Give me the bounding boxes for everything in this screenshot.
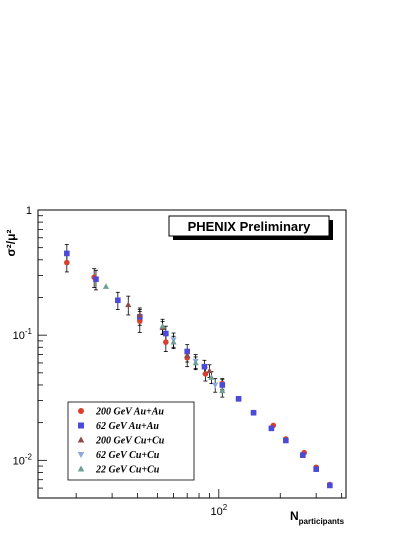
data-point-series-2 — [184, 352, 191, 358]
data-point-series-4 — [159, 322, 166, 329]
x-axis-title-main: N — [290, 509, 299, 523]
data-point-series-1 — [313, 466, 319, 472]
data-point-series-2 — [125, 301, 132, 308]
data-point-series-4 — [219, 387, 226, 394]
data-point-series-3 — [212, 382, 219, 389]
legend-marker-1 — [78, 422, 84, 429]
banner-text: PHENIX Preliminary — [188, 219, 312, 234]
legend: 200 GeV Au+Au 62 GeV Au+Au 200 GeV Cu+Cu 62… — [67, 401, 195, 481]
data-point-series-1 — [219, 382, 226, 388]
legend-label: 62 GeV Au+Au — [96, 421, 159, 432]
data-point-series-1 — [300, 452, 306, 458]
data-point-series-1 — [283, 437, 289, 444]
data-point-series-2 — [206, 367, 213, 374]
phenix-banner: PHENIX Preliminary — [168, 215, 333, 240]
data-point-series-1 — [93, 276, 99, 282]
data-point-series-2 — [136, 311, 143, 318]
axis-ticks — [38, 209, 343, 499]
legend-label: 22 GeV Cu+Cu — [95, 465, 160, 476]
y-tick-label: 1 — [26, 205, 32, 217]
legend-marker-0 — [78, 408, 84, 414]
legend-label: 200 GeV Au+Au — [95, 407, 164, 418]
data-point-series-4 — [192, 359, 199, 366]
data-point-series-1 — [235, 396, 242, 402]
data-point-series-4 — [102, 283, 110, 289]
y-tick-label: 10-2 — [13, 452, 33, 467]
y-axis-title: σ²/μ² — [4, 230, 18, 257]
x-axis-title-subscript: participants — [299, 517, 345, 526]
data-point-series-1 — [163, 330, 169, 337]
legend-entries: 200 GeV Au+Au 62 GeV Au+Au 200 GeV Cu+Cu 62… — [77, 407, 165, 476]
plot-frame — [37, 209, 347, 499]
legend-label: 62 GeV Cu+Cu — [96, 450, 160, 461]
data-point-series-0 — [163, 339, 169, 345]
legend-marker-2 — [77, 436, 85, 443]
data-markers — [64, 250, 333, 489]
data-point-series-0 — [64, 259, 70, 266]
data-point-series-1 — [64, 250, 70, 257]
x-axis-title: Nparticipants — [290, 509, 345, 526]
legend-label: 200 GeV Cu+Cu — [95, 436, 165, 447]
data-point-series-1 — [250, 409, 257, 416]
y-tick-label: 10-1 — [13, 327, 33, 342]
data-point-series-1 — [268, 425, 275, 432]
data-point-series-4 — [208, 374, 215, 380]
data-point-series-4 — [170, 338, 177, 345]
legend-box — [67, 401, 195, 481]
legend-marker-4 — [77, 465, 85, 472]
data-point-series-1 — [327, 482, 333, 489]
data-point-series-1 — [201, 363, 208, 370]
x-tick-label: 102 — [210, 503, 227, 518]
axis-tick-labels: 1 10-1 10-2 102 — [13, 205, 228, 518]
banner-box — [168, 215, 330, 237]
legend-marker-3 — [77, 451, 85, 458]
data-point-series-1 — [184, 348, 191, 355]
data-point-series-1 — [115, 297, 121, 304]
